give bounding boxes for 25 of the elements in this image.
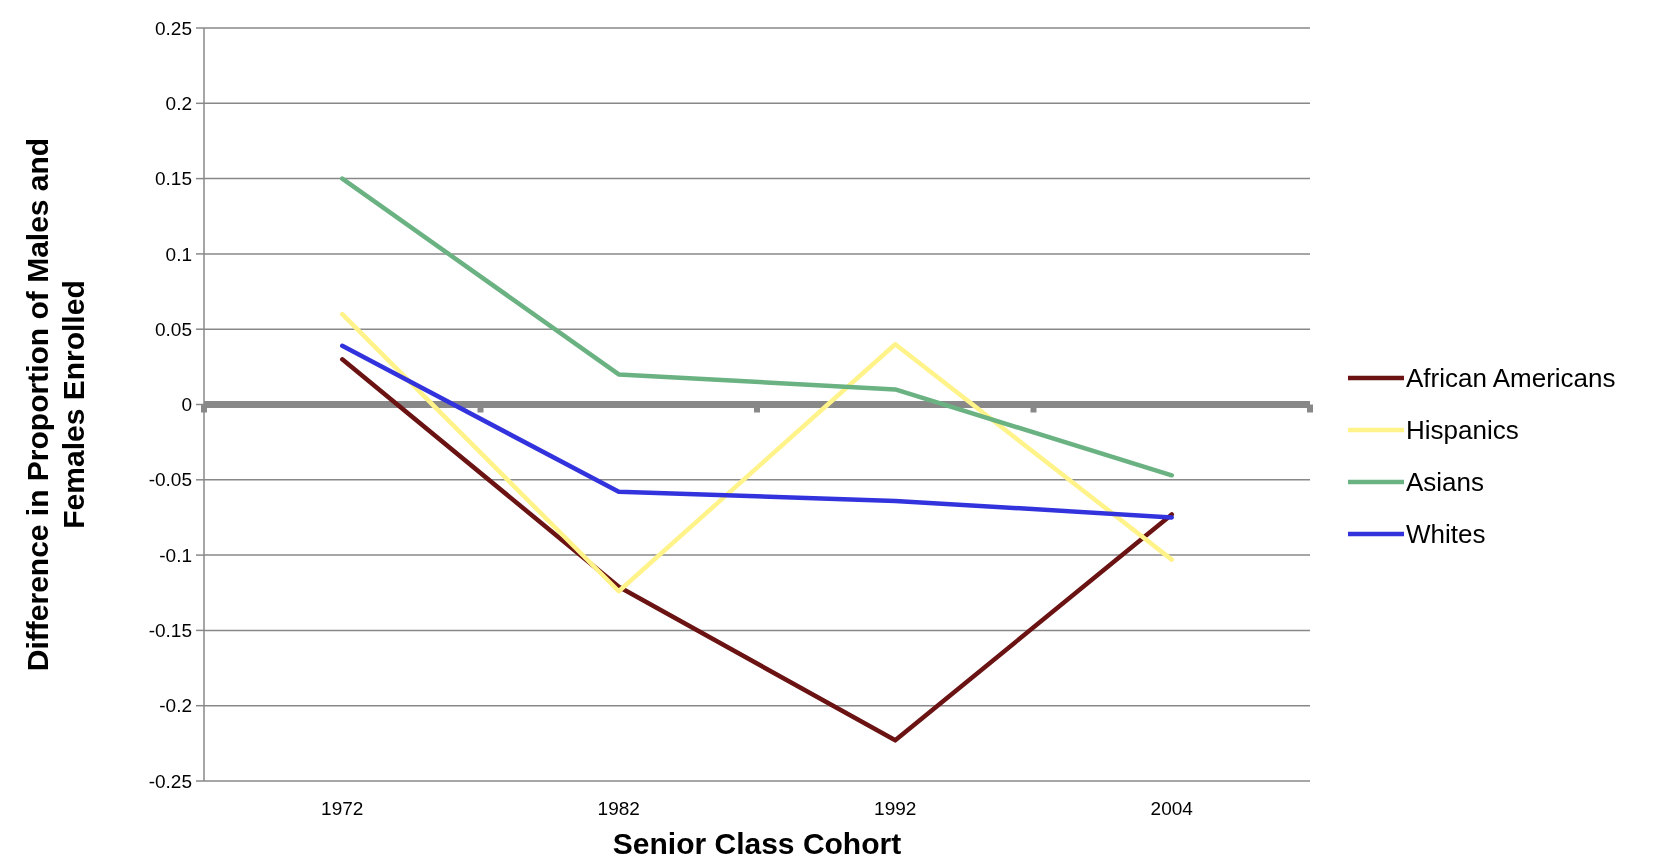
y-tick-label: 0.25 <box>155 17 192 39</box>
y-tick-label: 0.1 <box>165 243 192 265</box>
y-axis-title: Difference in Proportion of Males and Females Enrolled <box>21 137 90 672</box>
line-series <box>340 176 1174 478</box>
y-tick-label: -0.25 <box>148 770 192 792</box>
line-series <box>340 357 1174 743</box>
legend-label: African Americans <box>1406 363 1616 394</box>
legend-label: Hispanics <box>1406 415 1519 446</box>
legend-label: Whites <box>1406 519 1486 550</box>
y-tick-label: -0.2 <box>159 695 192 717</box>
y-tick-label: -0.05 <box>148 469 192 491</box>
x-tick-label: 1982 <box>597 798 640 819</box>
legend-label: Asians <box>1406 467 1485 498</box>
y-tick-label: 0.15 <box>155 168 192 190</box>
x-tick-label: 2004 <box>1150 798 1194 819</box>
y-tick-label: -0.1 <box>159 544 192 566</box>
y-tick-label: 0 <box>181 394 192 416</box>
line-series <box>340 343 1174 520</box>
y-tick-label: 0.2 <box>165 92 192 114</box>
line-series <box>340 311 1174 594</box>
x-axis-title: Senior Class Cohort <box>612 827 902 860</box>
y-tick-label: 0.05 <box>155 318 192 340</box>
y-tick-label: -0.15 <box>148 620 192 642</box>
x-tick-label: 1992 <box>874 798 917 819</box>
x-tick-label: 1972 <box>321 798 364 819</box>
